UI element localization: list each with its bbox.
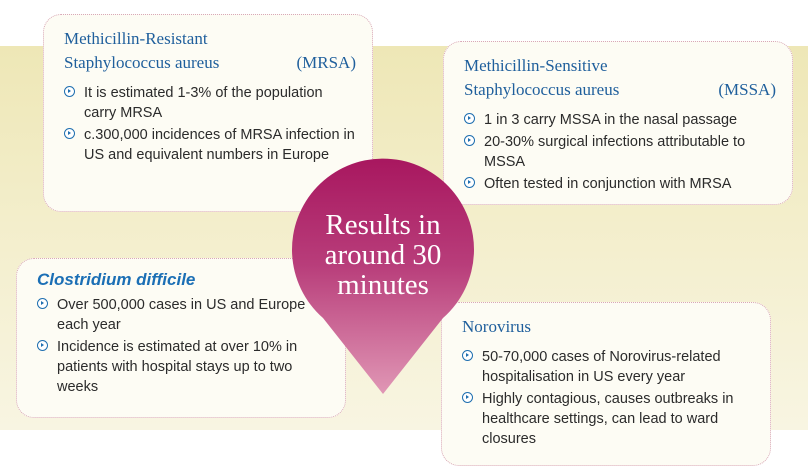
cdiff-title: Clostridium difficile: [37, 270, 196, 289]
norovirus-title: Norovirus: [462, 317, 531, 336]
mssa-bullet-list: 1 in 3 carry MSSA in the nasal passage 2…: [464, 110, 776, 194]
mssa-title: Methicillin-Sensitive Staphylococcus aur…: [464, 54, 776, 102]
chevron-right-circle-icon: [462, 392, 473, 403]
norovirus-bullet-list: 50-70,000 cases of Norovirus-related hos…: [462, 347, 756, 449]
mrsa-title-line1: Methicillin-Resistant: [64, 29, 208, 48]
mrsa-bullet-list: It is estimated 1-3% of the population c…: [64, 83, 356, 165]
mrsa-title-line2: Staphylococcus aureus: [64, 53, 220, 72]
mssa-card: Methicillin-Sensitive Staphylococcus aur…: [443, 41, 793, 205]
cdiff-bullet-list: Over 500,000 cases in US and Europe each…: [37, 295, 331, 397]
mssa-title-line2: Staphylococcus aureus: [464, 80, 620, 99]
chevron-right-circle-icon: [462, 350, 473, 361]
callout-line1: Results in: [325, 209, 441, 241]
chevron-right-circle-icon: [64, 128, 75, 139]
list-item: 50-70,000 cases of Norovirus-related hos…: [462, 347, 756, 387]
list-item: Incidence is estimated at over 10% in pa…: [37, 337, 331, 397]
mssa-abbr: (MSSA): [718, 80, 776, 99]
list-item: Highly contagious, causes outbreaks in h…: [462, 389, 756, 449]
norovirus-card: Norovirus 50-70,000 cases of Norovirus-r…: [441, 302, 771, 466]
list-item: c.300,000 incidences of MRSA infection i…: [64, 125, 356, 165]
mrsa-title: Methicillin-Resistant Staphylococcus aur…: [64, 27, 356, 75]
list-item: Often tested in conjunction with MRSA: [464, 174, 776, 194]
chevron-right-circle-icon: [64, 86, 75, 97]
list-item: It is estimated 1-3% of the population c…: [64, 83, 356, 123]
list-item: 1 in 3 carry MSSA in the nasal passage: [464, 110, 776, 130]
chevron-right-circle-icon: [37, 340, 48, 351]
list-item: 20-30% surgical infections attributable …: [464, 132, 776, 172]
callout-line3: minutes: [337, 269, 429, 301]
chevron-right-circle-icon: [464, 135, 475, 146]
list-item: Over 500,000 cases in US and Europe each…: [37, 295, 331, 335]
map-pin-shape: [292, 158, 474, 394]
mssa-title-line1: Methicillin-Sensitive: [464, 56, 608, 75]
mrsa-card: Methicillin-Resistant Staphylococcus aur…: [43, 14, 373, 212]
chevron-right-circle-icon: [464, 177, 475, 188]
chevron-right-circle-icon: [464, 113, 475, 124]
results-callout: Results in around 30 minutes: [286, 210, 480, 300]
cdiff-card: Clostridium difficile Over 500,000 cases…: [16, 258, 346, 418]
mrsa-abbr: (MRSA): [296, 53, 356, 72]
callout-line2: around 30: [324, 239, 442, 271]
chevron-right-circle-icon: [37, 298, 48, 309]
